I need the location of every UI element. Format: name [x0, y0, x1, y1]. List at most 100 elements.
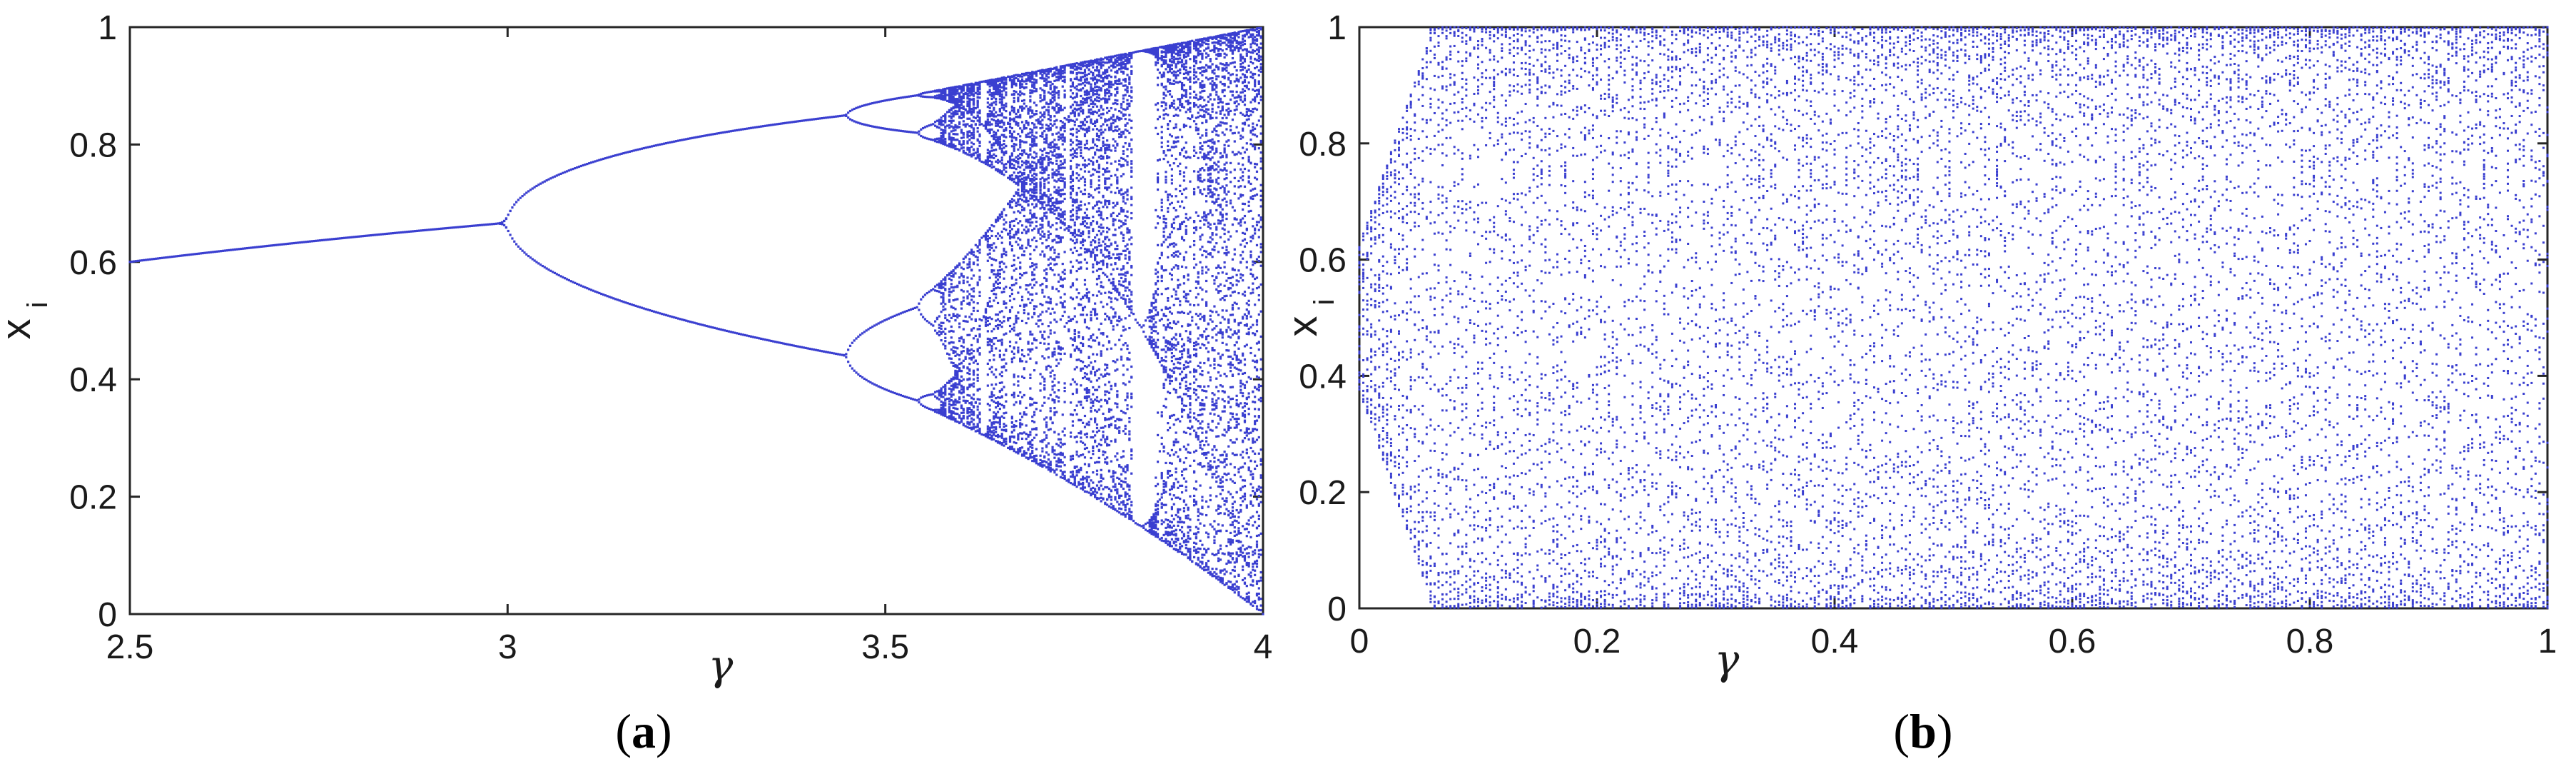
data-point: [996, 129, 1000, 132]
data-point: [950, 139, 953, 141]
data-point: [968, 362, 971, 366]
data-point: [1035, 177, 1038, 181]
data-point: [1027, 203, 1030, 206]
data-point: [1023, 179, 1025, 182]
data-point: [1023, 72, 1025, 76]
data-point: [993, 142, 995, 145]
data-point: [1023, 367, 1025, 370]
data-point: [1000, 86, 1003, 89]
data-point: [944, 283, 947, 286]
data-point: [1087, 96, 1090, 100]
data-point: [1049, 141, 1052, 144]
data-point: [891, 129, 894, 131]
data-point: [1019, 391, 1022, 394]
data-point: [1047, 174, 1050, 177]
data-point: [1070, 128, 1073, 131]
data-point: [976, 99, 979, 102]
data-point: [209, 251, 213, 253]
data-point: [1019, 194, 1022, 197]
data-point: [972, 290, 975, 293]
data-point: [976, 96, 979, 99]
data-point: [940, 90, 943, 93]
data-point: [950, 136, 953, 139]
data-point: [1082, 481, 1085, 485]
data-point: [812, 118, 816, 121]
data-point: [1087, 300, 1090, 303]
data-point: [1057, 111, 1060, 114]
data-point: [1027, 313, 1030, 316]
data-point: [1073, 114, 1076, 118]
data-point: [998, 356, 1001, 358]
data-point: [1017, 384, 1020, 387]
data-point: [134, 260, 138, 263]
data-point: [608, 296, 611, 298]
data-point: [970, 329, 973, 332]
data-point: [962, 86, 965, 89]
data-point: [1010, 198, 1013, 201]
data-point: [503, 223, 506, 226]
data-point: [1043, 269, 1046, 272]
data-point: [1027, 124, 1030, 126]
data-point: [1080, 143, 1082, 146]
data-point: [1033, 212, 1036, 216]
data-point: [1003, 123, 1005, 126]
data-point: [983, 316, 985, 318]
data-point: [1073, 482, 1076, 485]
data-point: [1025, 246, 1028, 249]
data-point: [1075, 469, 1078, 472]
data-point: [1085, 296, 1088, 299]
data-point: [1039, 389, 1042, 392]
data-point: [1045, 141, 1048, 144]
data-point: [935, 119, 939, 122]
data-point: [774, 123, 777, 126]
data-point: [940, 394, 943, 397]
data-point: [1000, 90, 1003, 93]
data-point: [1015, 174, 1018, 178]
data-point: [940, 339, 943, 342]
data-point: [1000, 215, 1003, 218]
data-point: [1000, 79, 1003, 82]
data-point: [993, 242, 995, 245]
data-point: [966, 276, 969, 279]
data-point: [944, 383, 947, 387]
data-point: [531, 258, 534, 261]
data-point: [1017, 198, 1020, 201]
data-point: [1085, 89, 1088, 92]
data-point: [1025, 121, 1028, 124]
data-point: [711, 326, 714, 329]
data-point: [1082, 63, 1085, 66]
data-point: [1017, 349, 1020, 352]
data-point: [1013, 403, 1015, 406]
data-point: [1041, 242, 1044, 245]
data-point: [1043, 337, 1046, 341]
data-point: [1007, 75, 1010, 78]
data-point: [861, 332, 864, 335]
data-point: [562, 171, 564, 174]
data-point: [1043, 84, 1046, 87]
data-point: [1023, 125, 1025, 128]
data-point: [606, 156, 609, 159]
data-point: [891, 391, 894, 394]
data-point: [367, 234, 370, 237]
data-point: [954, 319, 957, 322]
data-point: [857, 121, 860, 124]
data-point: [968, 148, 971, 151]
data-point: [990, 234, 993, 238]
data-point: [974, 151, 977, 154]
data-point: [1029, 293, 1032, 296]
data-point: [1083, 128, 1087, 131]
data-point: [950, 100, 953, 103]
data-point: [1073, 151, 1076, 154]
data-point: [392, 232, 395, 235]
data-point: [1071, 298, 1075, 301]
data-point: [681, 139, 684, 141]
data-point: [1015, 232, 1018, 235]
data-point: [1047, 156, 1050, 159]
data-point: [1003, 426, 1005, 428]
data-point: [946, 87, 949, 90]
data-point: [1082, 71, 1085, 75]
data-point: [1020, 190, 1024, 193]
data-point: [1029, 178, 1032, 181]
data-point: [1043, 233, 1046, 236]
data-point: [1077, 303, 1080, 306]
